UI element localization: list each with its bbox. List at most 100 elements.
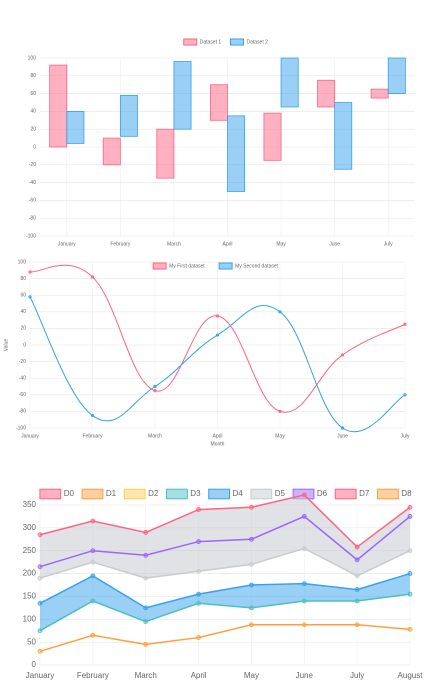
y-tick-label: 20 bbox=[30, 127, 36, 133]
legend-swatch bbox=[39, 488, 62, 500]
line bbox=[39, 547, 411, 579]
point bbox=[407, 626, 413, 632]
y-tick-label: 60 bbox=[30, 91, 36, 97]
point bbox=[340, 353, 345, 357]
x-tick-label: March bbox=[135, 671, 157, 680]
legend-swatch bbox=[218, 262, 233, 270]
floating-bar bbox=[280, 57, 299, 108]
y-tick-label: -40 bbox=[19, 376, 26, 382]
point bbox=[301, 546, 307, 551]
y-tick-label: -60 bbox=[29, 198, 36, 204]
point bbox=[249, 536, 254, 542]
legend-label: D6 bbox=[317, 489, 328, 498]
floating-bar bbox=[102, 137, 121, 166]
x-tick-label: January bbox=[26, 671, 54, 680]
floating-bar bbox=[387, 57, 406, 94]
point bbox=[37, 564, 43, 570]
x-tick-label: April bbox=[222, 241, 232, 247]
point bbox=[196, 539, 201, 544]
y-tick-label: 200 bbox=[23, 569, 37, 578]
y-tick-label: -20 bbox=[19, 359, 26, 365]
point bbox=[90, 548, 96, 554]
point bbox=[403, 322, 407, 326]
x-tick-label: June bbox=[329, 241, 340, 247]
x-tick-label: April bbox=[212, 433, 222, 439]
y-tick-label: 80 bbox=[20, 276, 26, 282]
x-tick-label: May bbox=[276, 241, 286, 247]
point bbox=[354, 557, 360, 563]
floating-bar bbox=[156, 128, 175, 179]
y-tick-label: 100 bbox=[18, 259, 27, 265]
y-tick-label: -80 bbox=[19, 409, 26, 415]
point bbox=[249, 605, 254, 611]
x-tick-label: March bbox=[167, 241, 181, 247]
legend-swatch bbox=[123, 488, 146, 500]
point bbox=[278, 409, 282, 413]
point bbox=[90, 518, 96, 524]
point bbox=[143, 605, 149, 611]
legend-swatch bbox=[152, 262, 167, 270]
point bbox=[196, 600, 201, 606]
point bbox=[249, 562, 254, 567]
y-tick-label: -40 bbox=[29, 180, 36, 186]
y-tick-label: 0 bbox=[33, 144, 36, 150]
x-tick-label: May bbox=[275, 433, 285, 439]
x-tick-label: January bbox=[21, 433, 39, 439]
legend-label: Dataset 2 bbox=[247, 39, 269, 45]
area-fill bbox=[40, 494, 410, 579]
point bbox=[90, 559, 96, 565]
y-tick-label: 150 bbox=[23, 592, 37, 601]
floating-bar bbox=[227, 115, 246, 192]
point bbox=[249, 504, 254, 510]
x-tick-label: August bbox=[398, 671, 424, 680]
floating-bar bbox=[49, 64, 68, 148]
legend-label: D2 bbox=[148, 489, 159, 498]
x-tick-label: July bbox=[384, 241, 393, 247]
floating-bar bbox=[317, 79, 336, 108]
y-tick-label: 100 bbox=[28, 55, 37, 61]
floating-bar bbox=[370, 88, 389, 99]
point bbox=[37, 600, 43, 606]
line bbox=[39, 624, 411, 653]
area-fill bbox=[40, 573, 410, 631]
y-tick-label: 20 bbox=[20, 326, 26, 332]
point bbox=[196, 568, 201, 574]
y-tick-label: 50 bbox=[27, 637, 36, 646]
x-tick-label: February bbox=[77, 671, 109, 680]
point bbox=[90, 275, 95, 279]
y-tick-label: 0 bbox=[32, 660, 37, 669]
y-tick-label: 350 bbox=[23, 500, 37, 509]
x-tick-label: April bbox=[191, 671, 207, 680]
point bbox=[37, 532, 43, 538]
y-tick-label: -80 bbox=[29, 216, 36, 222]
y-tick-label: 100 bbox=[23, 614, 37, 623]
legend-swatch bbox=[230, 38, 244, 46]
legend-label: D0 bbox=[64, 489, 75, 498]
point bbox=[196, 635, 201, 640]
point bbox=[37, 648, 43, 654]
point bbox=[90, 632, 96, 638]
floating-bar bbox=[173, 61, 192, 130]
point bbox=[407, 514, 413, 519]
legend-label: Dataset 1 bbox=[200, 39, 222, 45]
y-tick-label: -20 bbox=[29, 162, 36, 168]
point bbox=[143, 575, 149, 581]
y-tick-label: -100 bbox=[16, 425, 26, 431]
legend-label: My Second dataset bbox=[235, 263, 278, 269]
point bbox=[90, 573, 96, 579]
y-tick-label: 40 bbox=[20, 309, 26, 315]
floating-bar bbox=[66, 111, 85, 144]
point bbox=[215, 333, 220, 337]
legend-swatch bbox=[250, 488, 273, 500]
y-tick-label: 300 bbox=[23, 523, 37, 532]
y-tick-label: -60 bbox=[19, 392, 26, 398]
point bbox=[196, 591, 201, 597]
y-tick-label: 40 bbox=[30, 109, 36, 115]
legend-swatch bbox=[334, 488, 357, 500]
point bbox=[354, 587, 360, 592]
legend-swatch bbox=[183, 38, 198, 46]
point bbox=[407, 548, 413, 554]
point bbox=[301, 622, 307, 628]
